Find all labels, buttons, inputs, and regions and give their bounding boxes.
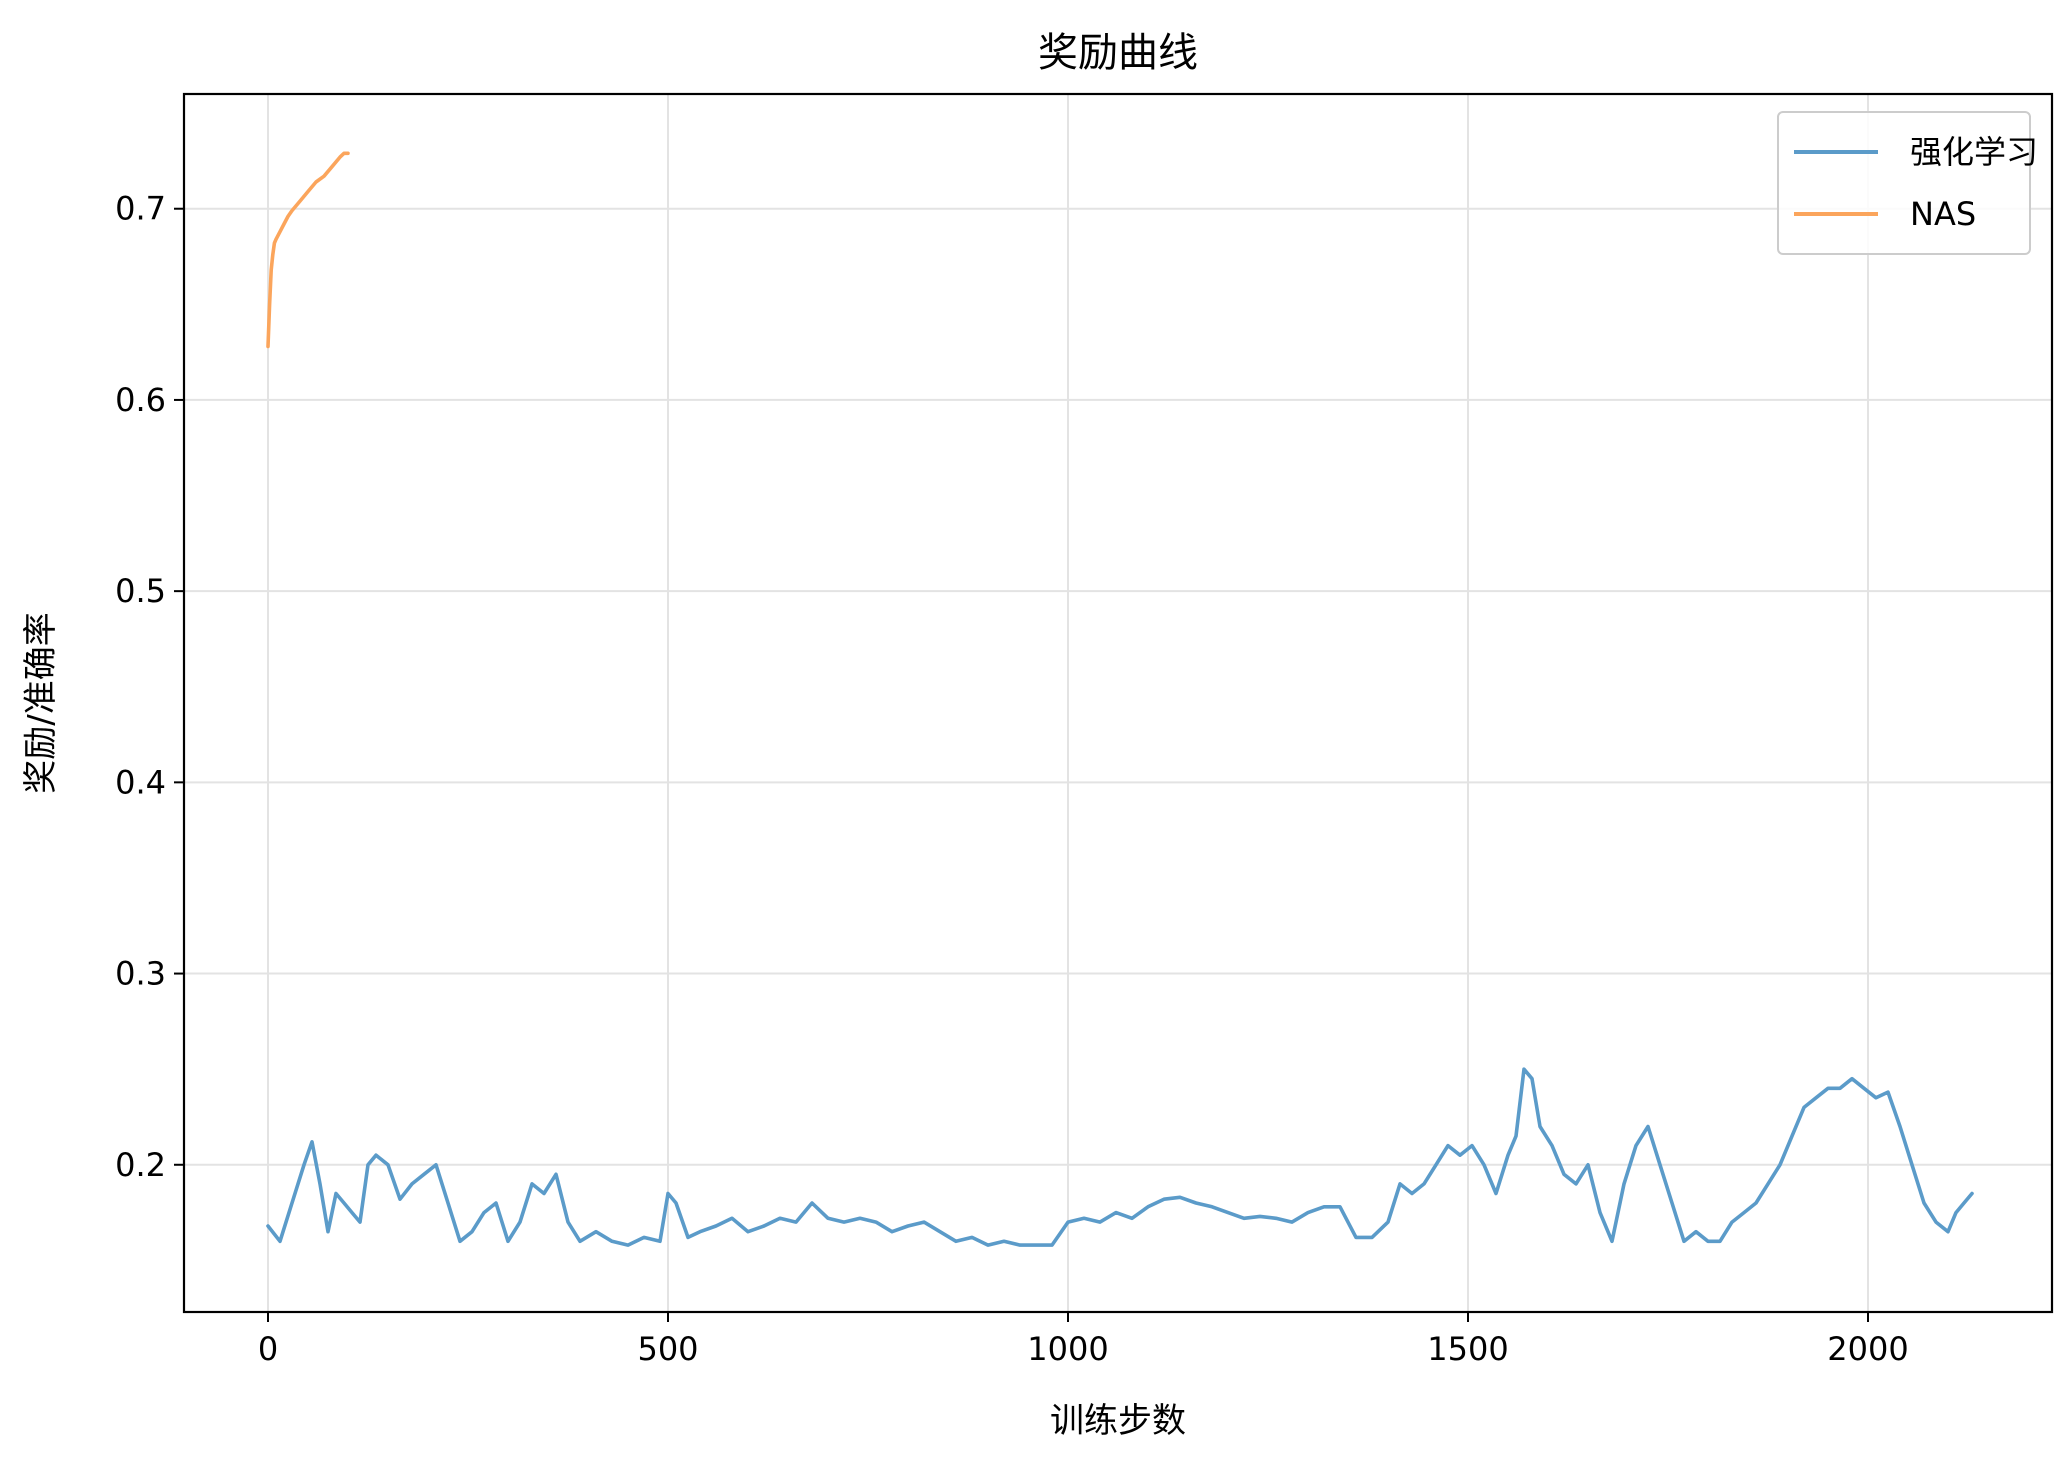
plot-series bbox=[266, 151, 1974, 1247]
y-tick-label: 0.6 bbox=[115, 381, 166, 419]
y-tick-label: 0.4 bbox=[115, 763, 166, 801]
y-axis-title: 奖励/准确率 bbox=[21, 612, 61, 793]
legend-box bbox=[1777, 111, 2031, 255]
y-tick-label: 0.3 bbox=[115, 955, 166, 993]
x-tick-label: 2000 bbox=[1827, 1330, 1908, 1368]
y-tick-label: 0.2 bbox=[115, 1146, 166, 1184]
x-tick-label: 1500 bbox=[1427, 1330, 1508, 1368]
legend-label-rl: 强化学习 bbox=[1910, 133, 2038, 171]
x-tick-label: 1000 bbox=[1027, 1330, 1108, 1368]
legend: 强化学习 NAS bbox=[1777, 111, 2038, 255]
x-tick-label: 500 bbox=[637, 1330, 698, 1368]
x-tick-label: 0 bbox=[258, 1330, 278, 1368]
series-line-1 bbox=[266, 151, 350, 349]
chart-title: 奖励曲线 bbox=[1038, 30, 1198, 76]
x-axis-title: 训练步数 bbox=[1050, 1401, 1186, 1441]
y-tick-label: 0.5 bbox=[115, 572, 166, 610]
legend-label-nas: NAS bbox=[1910, 195, 1976, 233]
plot-area-frame bbox=[182, 92, 2054, 1314]
y-tick-label: 0.7 bbox=[115, 190, 166, 228]
series-line-0 bbox=[266, 1067, 1974, 1247]
axis-ticks: 0 500 1000 1500 2000 0.2 0.3 0.4 0.5 0.6 0.7 bbox=[115, 190, 1909, 1368]
grid-lines bbox=[184, 94, 2052, 1312]
